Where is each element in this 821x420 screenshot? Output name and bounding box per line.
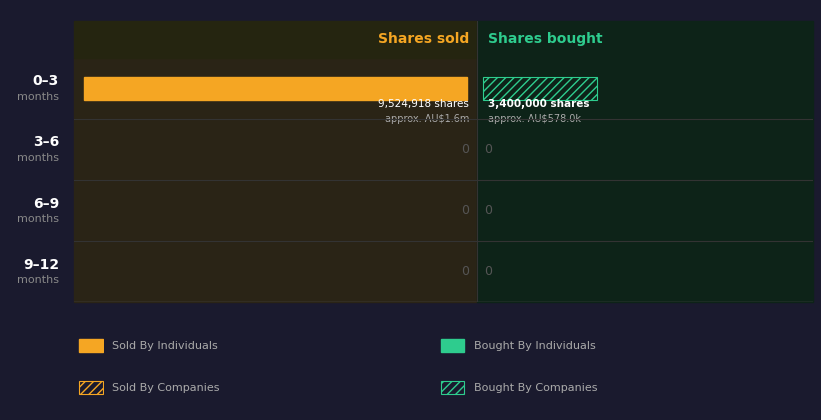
Bar — [484, 76, 598, 100]
Text: 0: 0 — [461, 265, 470, 278]
Text: 0: 0 — [461, 204, 470, 217]
Text: 3,400,000 shares: 3,400,000 shares — [488, 100, 589, 110]
Text: Bought By Companies: Bought By Companies — [474, 383, 597, 393]
Text: Shares bought: Shares bought — [488, 32, 603, 46]
Text: months: months — [17, 153, 59, 163]
Bar — [441, 381, 464, 394]
Text: approx. AU$578.0k: approx. AU$578.0k — [488, 113, 580, 123]
Bar — [74, 58, 476, 302]
Text: 9–12: 9–12 — [23, 258, 59, 272]
Text: Shares sold: Shares sold — [378, 32, 470, 46]
Text: 6–9: 6–9 — [33, 197, 59, 210]
Text: Sold By Companies: Sold By Companies — [112, 383, 220, 393]
Bar — [441, 339, 464, 352]
Bar — [476, 21, 813, 58]
Text: Bought By Individuals: Bought By Individuals — [474, 341, 595, 351]
Text: 3–6: 3–6 — [33, 135, 59, 150]
Text: months: months — [17, 92, 59, 102]
Bar — [74, 21, 476, 58]
Text: 0–3: 0–3 — [33, 74, 59, 88]
Text: approx. AU$1.6m: approx. AU$1.6m — [385, 113, 470, 123]
Text: 0: 0 — [484, 265, 492, 278]
Text: 0: 0 — [484, 143, 492, 156]
Text: months: months — [17, 214, 59, 224]
Bar — [476, 58, 813, 302]
Text: Sold By Individuals: Sold By Individuals — [112, 341, 218, 351]
Text: 9,524,918 shares: 9,524,918 shares — [378, 100, 470, 110]
Bar — [84, 76, 466, 100]
Text: 0: 0 — [484, 204, 492, 217]
Text: months: months — [17, 275, 59, 285]
Bar — [80, 381, 103, 394]
Bar — [80, 339, 103, 352]
Text: 0: 0 — [461, 143, 470, 156]
